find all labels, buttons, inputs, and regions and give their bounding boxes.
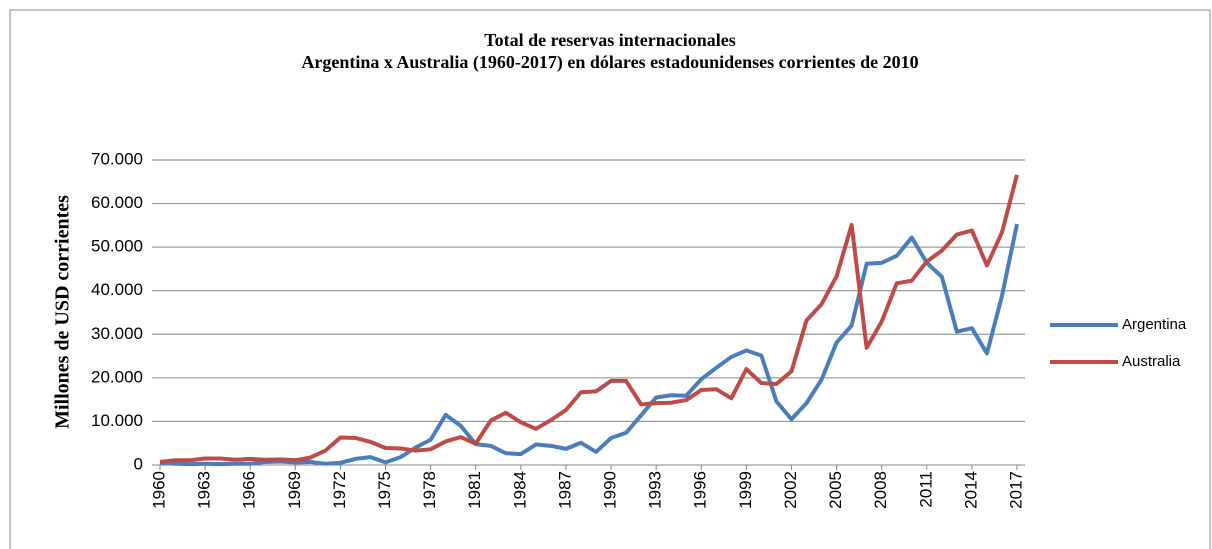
y-tick-label: 70.000 xyxy=(91,149,143,168)
chart-title: Total de reservas internacionales xyxy=(484,30,735,50)
chart-frame xyxy=(9,9,1211,549)
x-tick-label: 1978 xyxy=(420,471,439,509)
x-tick-label: 2011 xyxy=(916,471,935,508)
chart-subtitle: Argentina x Australia (1960-2017) en dól… xyxy=(301,52,918,73)
y-tick-label: 0 xyxy=(134,454,143,473)
x-tick-label: 2002 xyxy=(781,471,800,509)
y-tick-label: 20.000 xyxy=(91,367,143,386)
y-tick-label: 10.000 xyxy=(91,411,143,430)
y-tick-label: 40.000 xyxy=(91,280,143,299)
y-axis-label: Millones de USD corrientes xyxy=(52,195,74,429)
x-tick-label: 1975 xyxy=(375,471,394,509)
x-tick-label: 1969 xyxy=(285,471,304,509)
x-tick-label: 2014 xyxy=(961,471,980,509)
x-tick-label: 2017 xyxy=(1006,471,1025,509)
y-tick-label: 30.000 xyxy=(91,324,143,343)
x-tick-label: 1993 xyxy=(646,471,665,509)
x-tick-label: 1999 xyxy=(736,471,755,509)
x-tick-label: 1981 xyxy=(465,471,484,509)
x-tick-label: 1963 xyxy=(195,471,214,509)
x-tick-label: 1966 xyxy=(240,471,259,509)
x-tick-label: 1996 xyxy=(691,471,710,509)
y-tick-label: 50.000 xyxy=(91,237,143,256)
x-tick-label: 1960 xyxy=(149,471,168,509)
series-line xyxy=(159,174,1019,464)
x-tick-label: 1987 xyxy=(555,471,574,509)
x-tick-label: 1984 xyxy=(510,471,529,509)
series-line xyxy=(159,223,1019,467)
x-tick-label: 1972 xyxy=(330,471,349,509)
x-tick-label: 2008 xyxy=(871,471,890,509)
legend-label: Argentina xyxy=(1122,316,1187,333)
legend-label: Australia xyxy=(1122,353,1181,370)
y-tick-label: 60.000 xyxy=(91,193,143,212)
x-tick-label: 1990 xyxy=(601,471,620,509)
x-tick-label: 2005 xyxy=(826,471,845,509)
